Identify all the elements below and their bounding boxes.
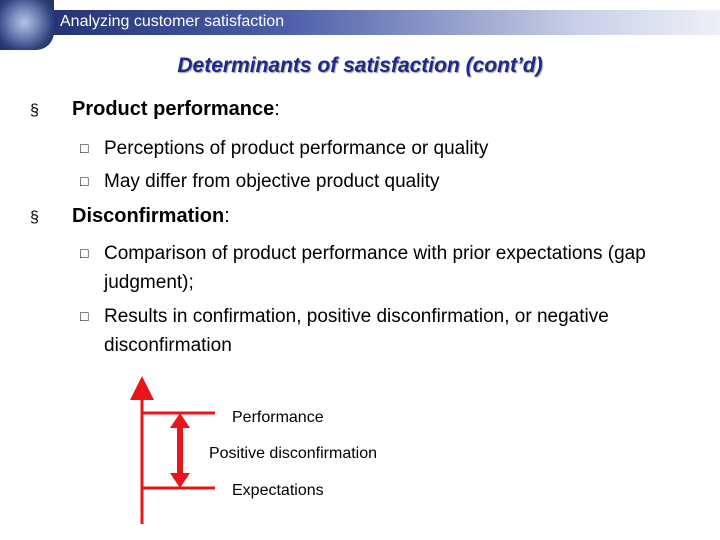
sub-bullet: □ May differ from objective product quali… [80,167,649,196]
gap-arrowheads [170,413,190,488]
bullet-separator: : [224,205,230,227]
header-bar [0,10,720,35]
sub-bullet-marker: □ [80,245,89,261]
bullet-marker: § [30,102,39,119]
logo [0,0,54,50]
diagram-label: Performance [232,409,324,426]
bullet-label: Product performance [72,98,275,120]
sub-bullet-text: Perceptions of product performance or qu… [104,138,489,159]
sub-bullet: □ Results in confirmation, positive disco… [80,302,649,360]
bullet: § Disconfirmation: [30,205,230,228]
sub-bullet-marker: □ [80,140,89,156]
header-title: Analyzing customer satisfaction [60,13,285,30]
sub-bullet-marker: □ [80,308,89,324]
sub-bullet: □ Perceptions of product performance or q… [80,134,649,163]
diagram-label: Positive disconfirmation [209,445,377,462]
bullet-label: Disconfirmation [72,205,225,227]
sub-bullet-text: Results in confirmation, positive discon… [104,306,609,356]
sub-bullet-marker: □ [80,173,89,189]
sub-bullet: □ Comparison of product performance with … [80,239,649,297]
slide-title: Determinants of satisfaction (cont’d) [177,54,543,77]
bullet: § Product performance: [30,98,280,121]
bullet-separator: : [274,98,280,120]
sub-bullet-text: Comparison of product performance with p… [104,243,646,293]
sub-bullet-text: May differ from objective product qualit… [104,171,440,192]
diagram-label: Expectations [232,482,324,499]
bullet-marker: § [30,209,39,226]
